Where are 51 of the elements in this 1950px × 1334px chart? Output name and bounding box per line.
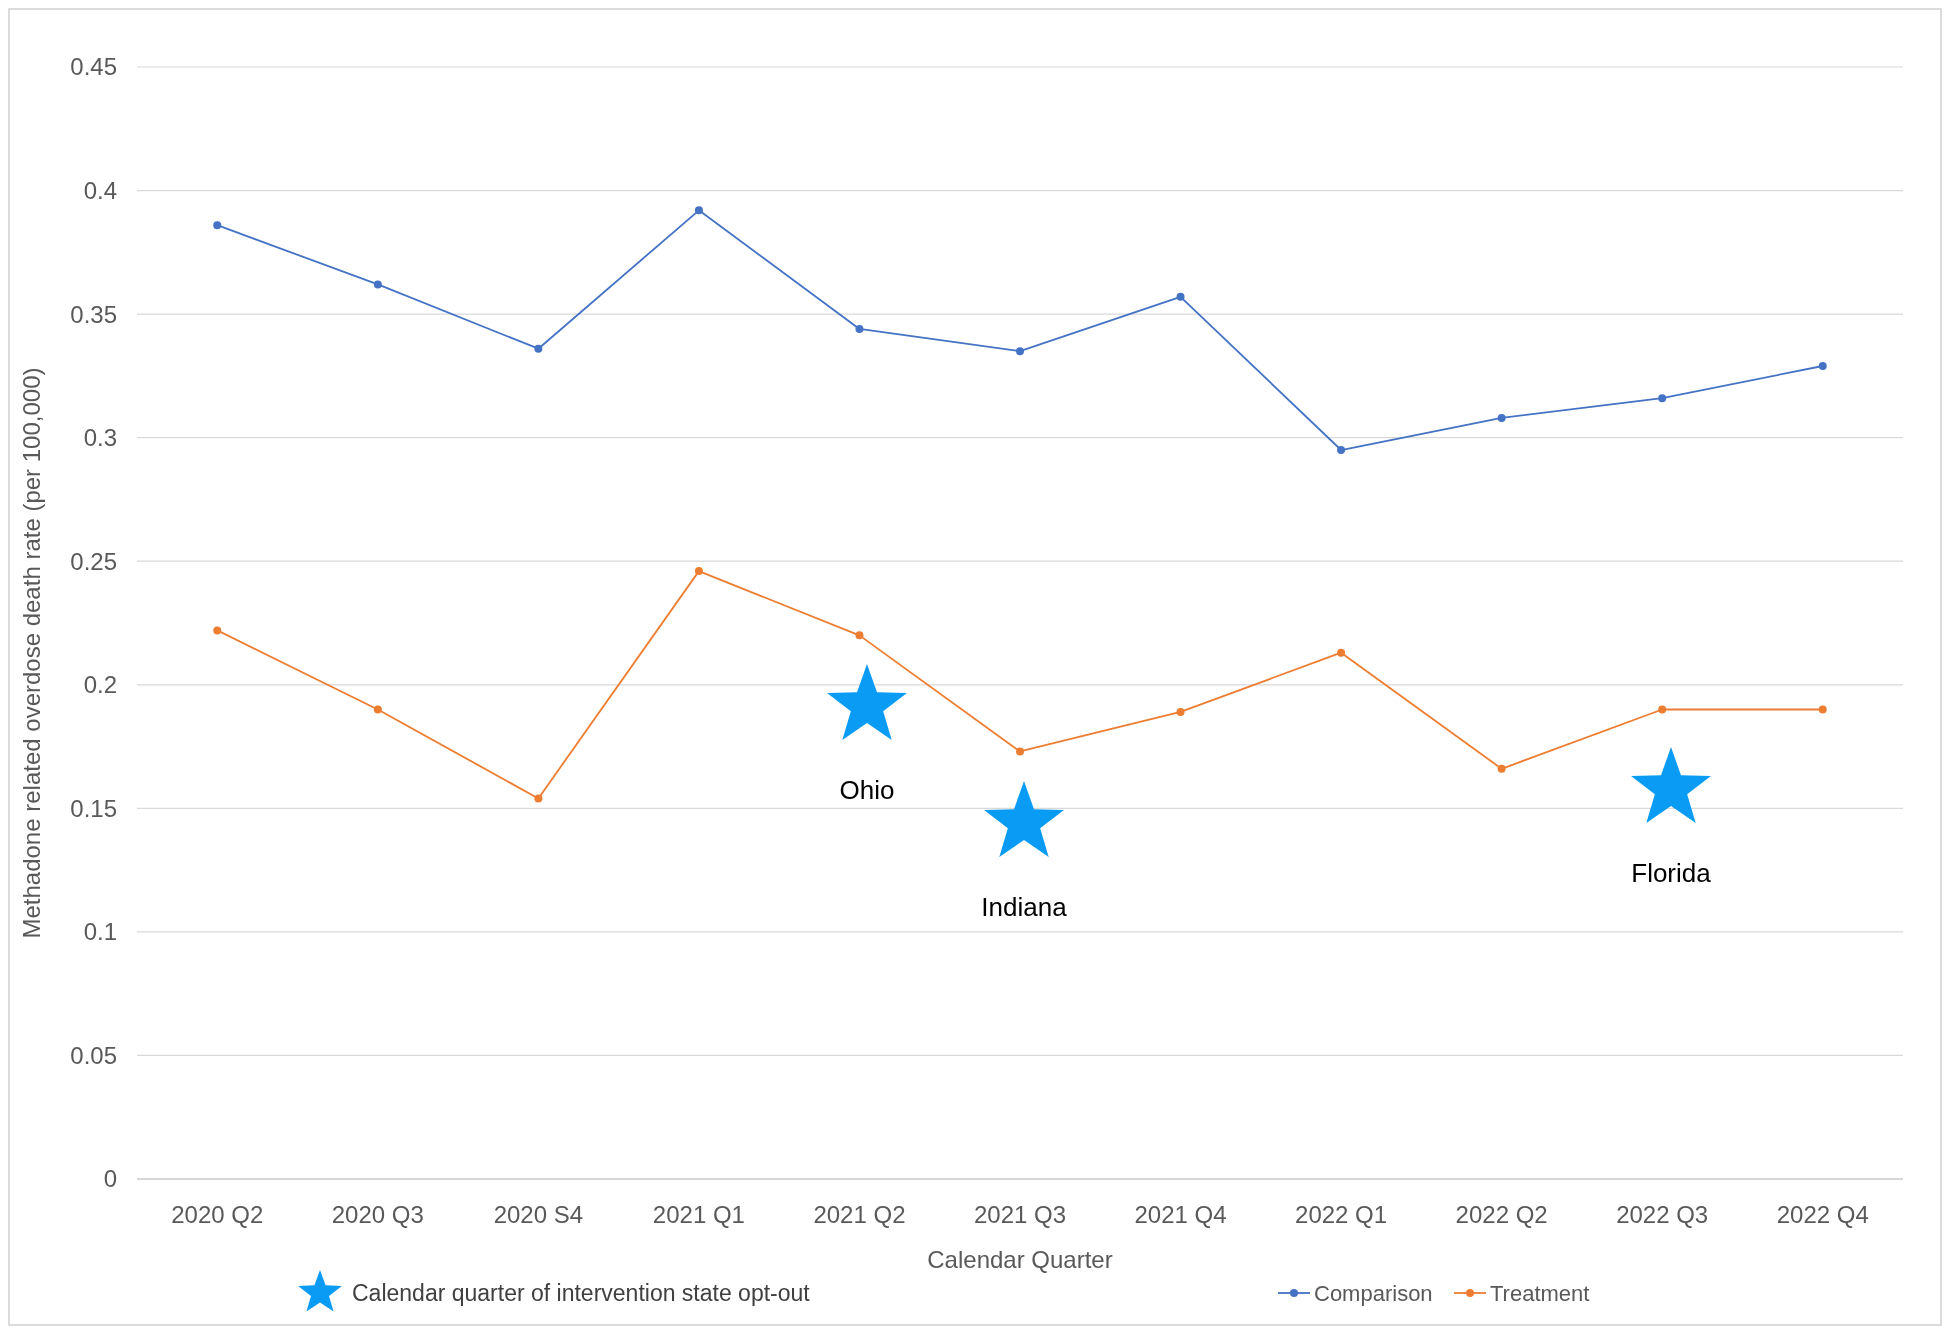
y-tick-label: 0.4	[83, 176, 117, 204]
point	[373, 705, 382, 714]
point	[1176, 707, 1185, 716]
y-tick-label: 0.15	[70, 794, 117, 822]
x-tick-label: 2021 Q3	[973, 1201, 1067, 1228]
point	[1016, 747, 1024, 756]
annotation: Florida	[1631, 858, 1712, 888]
y-tick-label: 0.35	[70, 300, 117, 328]
legend-label: Treatment	[1490, 1280, 1590, 1306]
x-tick-label: 2021 Q4	[1134, 1201, 1227, 1228]
y-tick-label: 0.25	[70, 547, 117, 575]
legend-label: Comparison	[1314, 1280, 1433, 1306]
y-tick-label: 0.1	[83, 918, 117, 946]
y-tick-label: 0	[103, 1165, 117, 1193]
point	[694, 206, 703, 215]
annotation: Indiana	[981, 892, 1068, 922]
point	[1818, 705, 1827, 714]
point	[213, 626, 222, 635]
x-tick-label: 2022 Q2	[1455, 1201, 1548, 1228]
x-tick-label: 2020 Q2	[171, 1201, 264, 1228]
text: Calendar quarter of intervention state opt-out	[352, 1280, 811, 1307]
point	[1176, 292, 1185, 301]
x-tick-label: 2020 S4	[493, 1201, 584, 1228]
point	[694, 567, 703, 576]
annotation: Ohio	[839, 775, 895, 805]
y-tick-label: 0.45	[70, 53, 117, 81]
point	[1337, 446, 1346, 455]
point	[1497, 413, 1506, 422]
x-tick-label: 2022 Q3	[1616, 1201, 1709, 1228]
point	[534, 794, 543, 803]
y-tick-label: 0.05	[70, 1041, 117, 1069]
point	[1818, 362, 1827, 370]
x-tick-label: 2020 Q3	[331, 1201, 424, 1228]
y-tick-label: 0.3	[83, 424, 117, 452]
point	[1658, 394, 1667, 403]
x-axis-title: Calendar Quarter	[927, 1246, 1113, 1273]
y-tick-label: 0.2	[83, 671, 117, 699]
y-axis-title: Methadone related overdose death rate (per 100,000)	[18, 367, 45, 939]
point	[534, 344, 543, 353]
x-tick-label: 2022 Q1	[1295, 1201, 1388, 1228]
point	[213, 221, 222, 230]
point	[855, 324, 864, 333]
x-tick-label: 2021 Q2	[813, 1201, 906, 1228]
x-tick-label: 2021 Q1	[652, 1201, 745, 1228]
point	[1337, 648, 1346, 657]
point	[1497, 764, 1506, 773]
point	[1658, 705, 1667, 714]
point	[373, 280, 382, 289]
point	[855, 631, 864, 640]
x-tick-label: 2022 Q4	[1776, 1201, 1869, 1228]
point	[1016, 347, 1024, 356]
